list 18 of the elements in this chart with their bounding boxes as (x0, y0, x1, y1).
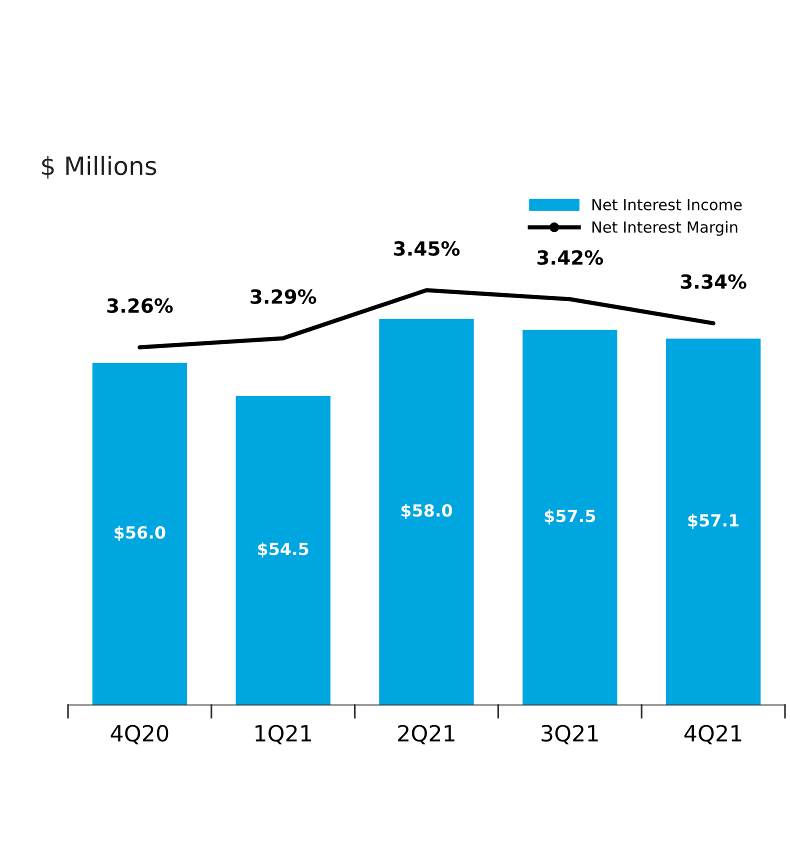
data-label: 3.26% (107, 298, 173, 313)
x-tick-label: 3Q21 (542, 724, 598, 744)
data-label: $58.0 (401, 504, 452, 519)
data-label: 3.34% (680, 274, 746, 289)
data-label: 3.45% (394, 241, 460, 256)
data-label: 3.29% (250, 289, 316, 304)
legend-label: Net Interest Margin (592, 221, 738, 236)
data-label: $54.5 (258, 542, 308, 558)
y-axis-title: $ Millions (42, 156, 156, 179)
x-tick-label: 4Q20 (110, 724, 168, 744)
x-tick-label: 4Q21 (684, 724, 742, 744)
legend-label: Net Interest Income (592, 199, 742, 210)
x-tick-label: 2Q21 (398, 724, 454, 744)
data-label: $57.1 (688, 514, 739, 529)
data-label: $57.5 (544, 509, 596, 524)
data-label: 3.42% (537, 250, 604, 265)
data-label: $56.0 (114, 526, 166, 541)
x-tick-label: 1Q21 (256, 724, 311, 744)
